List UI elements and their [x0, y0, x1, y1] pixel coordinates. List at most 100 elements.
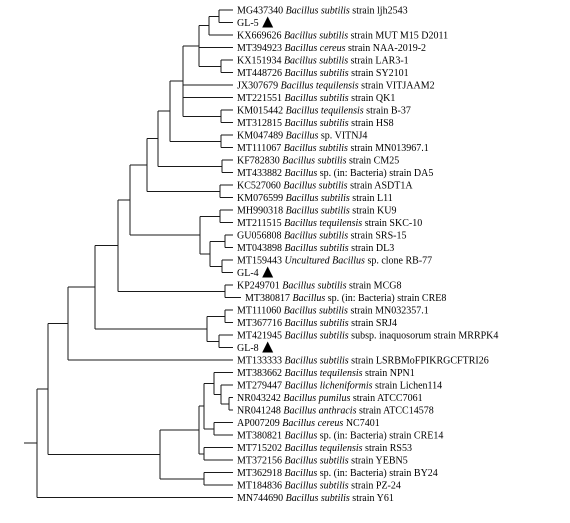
- species-name: Bacillus subtilis: [283, 6, 350, 17]
- isolate-triangle-icon: [262, 266, 274, 278]
- taxon-label: MT111067 Bacillus subtilis strain MN0139…: [237, 143, 429, 154]
- taxon-label: GL-5: [237, 18, 259, 29]
- taxon-label: MT279447 Bacillus licheniformis strain L…: [237, 381, 442, 392]
- species-name: Bacillus subtilis: [280, 281, 347, 292]
- strain-description: strain ATCC14578: [356, 406, 433, 417]
- species-name: Bacillus subtilis: [280, 156, 347, 167]
- strain-description: strain NPN1: [363, 368, 415, 379]
- taxon-label: KM015442 Bacillus tequilensis strain B-3…: [237, 106, 411, 117]
- strain-description: strain MUT M15 D2011: [348, 31, 448, 42]
- taxon-label: AP007209 Bacillus cereus NC7401: [237, 418, 380, 429]
- accession-number: MT715202: [237, 443, 282, 454]
- accession-number: MT043898: [237, 243, 282, 254]
- accession-number: JX307679: [237, 81, 278, 92]
- accession-number: KM015442: [237, 106, 283, 117]
- strain-description: sp. (in: Bacteria) strain CRE8: [325, 293, 446, 304]
- taxon-label: MT211515 Bacillus tequilensis strain SKC…: [237, 218, 422, 229]
- species-name: Bacillus subtilis: [282, 481, 349, 492]
- strain-description: strain Lichen114: [373, 381, 443, 392]
- taxon-label: MG437340 Bacillus subtilis strain ljh254…: [237, 6, 408, 17]
- species-name: Bacillus tequilensis: [278, 81, 359, 92]
- species-name: Bacillus: [282, 468, 317, 479]
- species-name: Bacillus subtilis: [283, 193, 350, 204]
- strain-description: strain RS53: [363, 443, 412, 454]
- accession-number: MT111060: [237, 306, 281, 317]
- taxon-label: MT367716 Bacillus subtilis strain SRJ4: [237, 318, 397, 329]
- strain-description: strain SRJ4: [349, 318, 397, 329]
- strain-description: sp. (in: Bacteria) strain CRE14: [317, 431, 443, 442]
- accession-number: MG437340: [237, 6, 283, 17]
- accession-number: AP007209: [237, 418, 280, 429]
- accession-number: MT211515: [237, 218, 282, 229]
- species-name: Bacillus: [290, 293, 325, 304]
- species-name: Bacillus subtilis: [282, 118, 349, 129]
- accession-number: GL-8: [237, 343, 259, 354]
- taxon-label: MT043898 Bacillus subtilis strain DL3: [237, 243, 394, 254]
- taxon-label: MT221551 Bacillus subtilis strain QK1: [237, 93, 395, 104]
- species-name: Bacillus subtilis: [282, 318, 349, 329]
- species-name: Bacillus tequilensis: [283, 106, 364, 117]
- strain-description: strain L11: [350, 193, 393, 204]
- strain-description: strain KU9: [350, 206, 397, 217]
- taxon-label: MT380821 Bacillus sp. (in: Bacteria) str…: [237, 431, 443, 442]
- species-name: Bacillus pumilus: [281, 393, 351, 404]
- taxon-label: KX151934 Bacillus subtilis strain LAR3-1: [237, 56, 409, 67]
- accession-number: NR041248: [237, 406, 281, 417]
- taxon-label: GL-8: [237, 343, 259, 354]
- strain-description: strain SKC-10: [362, 218, 422, 229]
- taxon-label: NR041248 Bacillus anthracis strain ATCC1…: [237, 406, 434, 417]
- accession-number: MT221551: [237, 93, 282, 104]
- species-name: Bacillus licheniformis: [282, 381, 373, 392]
- strain-description: strain VITJAAM2: [359, 81, 435, 92]
- taxon-label: MT448726 Bacillus subtilis strain SY2101: [237, 68, 409, 79]
- taxon-label: NR043242 Bacillus pumilus strain ATCC706…: [237, 393, 423, 404]
- tree-branches: [24, 9, 241, 498]
- accession-number: MT362918: [237, 468, 282, 479]
- isolate-triangle-icon: [262, 341, 274, 353]
- species-name: Bacillus subtilis: [283, 493, 350, 504]
- strain-description: strain ASDT1A: [348, 181, 414, 192]
- taxon-label: MT380817 Bacillus sp. (in: Bacteria) str…: [245, 293, 446, 304]
- taxon-label: MT433882 Bacillus sp. (in: Bacteria) str…: [237, 168, 433, 179]
- species-name: Bacillus subtilis: [281, 143, 348, 154]
- accession-number: MT184836: [237, 481, 282, 492]
- species-name: Bacillus anthracis: [281, 406, 357, 417]
- accession-number: MT159443: [237, 256, 282, 267]
- strain-description: strain HS8: [349, 118, 394, 129]
- species-name: Bacillus subtilis: [281, 56, 348, 67]
- taxon-label: MT133333 Bacillus subtilis strain LSRBMo…: [237, 356, 489, 367]
- taxon-label: MT421945 Bacillus subtilis subsp. inaquo…: [237, 331, 498, 342]
- taxon-label: KM076599 Bacillus subtilis strain L11: [237, 193, 393, 204]
- strain-description: strain MN013967.1: [348, 143, 429, 154]
- strain-description: sp. (in: Bacteria) strain BY24: [317, 468, 438, 479]
- taxon-label: MT362918 Bacillus sp. (in: Bacteria) str…: [237, 468, 438, 479]
- strain-description: strain SY2101: [349, 68, 409, 79]
- strain-description: strain NAA-2019-2: [346, 43, 427, 54]
- taxon-label: GL-4: [237, 268, 259, 279]
- strain-description: sp. clone RB-77: [365, 256, 432, 267]
- accession-number: MT133333: [237, 356, 282, 367]
- strain-description: strain LAR3-1: [348, 56, 409, 67]
- accession-number: MT383662: [237, 368, 282, 379]
- strain-description: strain ATCC7061: [350, 393, 422, 404]
- taxon-label: KF782830 Bacillus subtilis strain CM25: [237, 156, 399, 167]
- accession-number: MT279447: [237, 381, 282, 392]
- taxon-label: MH990318 Bacillus subtilis strain KU9: [237, 206, 396, 217]
- strain-description: strain SRS-15: [348, 231, 406, 242]
- strain-description: subsp. inaquosorum strain MRRPK4: [349, 331, 499, 342]
- species-name: Bacillus cereus: [280, 418, 344, 429]
- accession-number: KX151934: [237, 56, 281, 67]
- accession-number: GL-5: [237, 18, 259, 29]
- strain-description: strain ljh2543: [350, 6, 408, 17]
- accession-number: MN744690: [237, 493, 283, 504]
- species-name: Bacillus subtilis: [282, 331, 349, 342]
- strain-description: sp. (in: Bacteria) strain DA5: [317, 168, 433, 179]
- strain-description: strain Y61: [350, 493, 394, 504]
- accession-number: MT380817: [245, 293, 290, 304]
- taxon-label: MT159443 Uncultured Bacillus sp. clone R…: [237, 256, 432, 267]
- accession-number: MT448726: [237, 68, 282, 79]
- accession-number: MT433882: [237, 168, 282, 179]
- accession-number: NR043242: [237, 393, 281, 404]
- species-name: Bacillus subtilis: [281, 231, 348, 242]
- taxon-label: MT394923 Bacillus cereus strain NAA-2019…: [237, 43, 426, 54]
